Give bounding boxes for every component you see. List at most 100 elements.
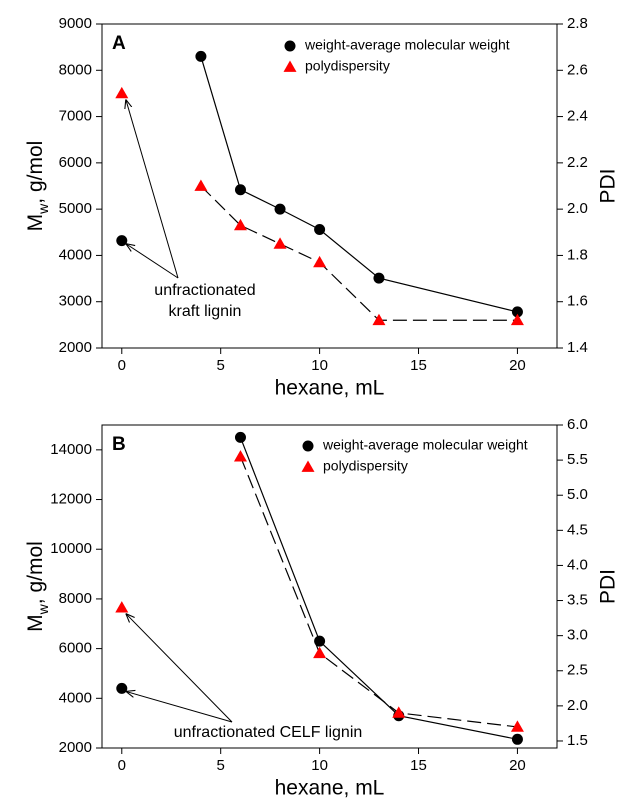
y2-tick-label: 2.8 xyxy=(567,15,588,32)
point xyxy=(314,224,326,236)
point xyxy=(392,706,406,718)
point xyxy=(115,86,129,99)
panel-label: A xyxy=(112,33,126,54)
point xyxy=(115,601,129,613)
y2-tick-label: 2.6 xyxy=(567,61,588,78)
y2-tick-label: 2.0 xyxy=(567,697,588,714)
y2-tick-label: 2.2 xyxy=(567,154,588,171)
y-axis-label: Mw, g/mol xyxy=(24,141,51,232)
y-tick-label: 6000 xyxy=(59,154,92,171)
y-axis-label-part: M xyxy=(24,214,47,232)
y-axis-label-part: w xyxy=(35,603,51,615)
point xyxy=(510,720,524,732)
y-axis-label-part: M xyxy=(24,614,47,632)
annotation-text: unfractionated xyxy=(154,282,255,299)
y2-tick-label: 2.5 xyxy=(567,662,588,679)
y-tick-label: 8000 xyxy=(59,61,92,78)
plot-frame xyxy=(101,23,558,349)
point xyxy=(234,431,246,443)
series-line xyxy=(239,456,518,728)
y2-tick-label: 5.0 xyxy=(567,486,588,503)
legend-label: polydispersity xyxy=(305,58,390,74)
x-tick-label: 5 xyxy=(217,357,225,374)
y-axis-label: Mw, g/mol xyxy=(24,541,51,632)
y-tick-label: 2000 xyxy=(59,339,92,356)
y-axis-label-part: w xyxy=(35,203,51,215)
point xyxy=(511,733,523,745)
y-tick-label: 8000 xyxy=(59,590,92,607)
x-axis-label: hexane, mL xyxy=(275,377,385,400)
point xyxy=(195,50,207,62)
x-tick-label: 10 xyxy=(311,757,328,774)
y-tick-label: 5000 xyxy=(59,200,92,217)
legend-marker xyxy=(283,60,297,72)
point xyxy=(314,635,326,647)
x-tick-label: 20 xyxy=(509,357,526,374)
annotation-text: kraft lignin xyxy=(169,303,242,320)
legend-label: polydispersity xyxy=(323,458,408,474)
point xyxy=(313,255,327,268)
y2-tick-label: 1.4 xyxy=(567,339,588,356)
point xyxy=(194,179,208,191)
panel-label: B xyxy=(112,434,126,455)
legend-marker xyxy=(302,440,314,452)
x-tick-label: 5 xyxy=(217,757,225,774)
y-tick-label: 3000 xyxy=(59,293,92,310)
point xyxy=(511,306,523,318)
y2-tick-label: 1.6 xyxy=(567,293,588,310)
annotation-arrow xyxy=(126,614,233,723)
point xyxy=(273,237,287,249)
annotation-text: unfractionated CELF lignin xyxy=(174,724,363,741)
point xyxy=(510,313,524,326)
x-tick-label: 0 xyxy=(118,757,126,774)
point xyxy=(116,682,128,694)
y2-tick-label: 1.8 xyxy=(567,246,588,263)
y-axis-label-part: , g/mol xyxy=(24,141,47,204)
x-tick-label: 20 xyxy=(509,757,526,774)
y2-axis-label: PDI xyxy=(597,168,620,203)
y2-axis-label: PDI xyxy=(597,569,620,604)
y2-tick-label: 2.4 xyxy=(567,108,588,125)
annotation-arrow xyxy=(126,99,179,279)
y-tick-label: 6000 xyxy=(59,640,92,657)
annotation-arrow xyxy=(126,244,179,279)
x-tick-label: 10 xyxy=(311,357,328,374)
point xyxy=(373,272,385,284)
y2-tick-label: 5.5 xyxy=(567,451,588,468)
x-tick-label: 0 xyxy=(118,357,126,374)
series-line xyxy=(239,437,518,740)
point xyxy=(313,646,327,659)
legend-label: weight-average molecular weight xyxy=(322,437,528,453)
point xyxy=(233,450,247,462)
y-tick-label: 2000 xyxy=(59,739,92,756)
point xyxy=(274,203,286,215)
x-tick-label: 15 xyxy=(410,757,427,774)
point xyxy=(116,235,128,247)
legend-marker xyxy=(301,460,315,472)
y-tick-label: 4000 xyxy=(59,246,92,263)
y2-tick-label: 2.0 xyxy=(567,200,588,217)
y-axis-label-part: , g/mol xyxy=(24,541,47,604)
legend-label: weight-average molecular weight xyxy=(304,37,510,53)
y2-tick-label: 6.0 xyxy=(567,416,588,433)
series-line xyxy=(200,56,518,313)
y2-tick-label: 3.0 xyxy=(567,627,588,644)
y-tick-label: 4000 xyxy=(59,689,92,706)
annotation-arrow xyxy=(126,691,233,723)
y-tick-label: 10000 xyxy=(50,540,92,557)
y2-tick-label: 4.5 xyxy=(567,521,588,538)
y-tick-label: 14000 xyxy=(50,441,92,458)
y-tick-label: 12000 xyxy=(50,491,92,508)
y-tick-label: 7000 xyxy=(59,108,92,125)
y-tick-label: 9000 xyxy=(59,15,92,32)
y2-tick-label: 4.0 xyxy=(567,556,588,573)
y2-tick-label: 1.5 xyxy=(567,732,588,749)
x-axis-label: hexane, mL xyxy=(275,777,385,800)
y2-tick-label: 3.5 xyxy=(567,592,588,609)
series-line xyxy=(200,185,518,321)
plot-frame xyxy=(101,424,558,749)
x-tick-label: 15 xyxy=(410,357,427,374)
legend-marker xyxy=(284,40,296,52)
point xyxy=(234,184,246,196)
